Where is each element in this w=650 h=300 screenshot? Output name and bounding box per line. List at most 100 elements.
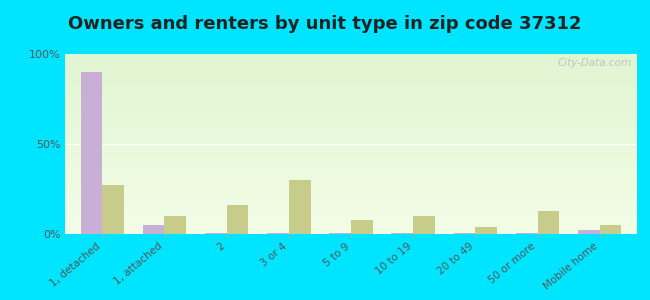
Bar (65, 201, 637, 202)
Bar (65, 127, 637, 128)
Bar (65, 160, 637, 161)
Bar (65, 164, 637, 165)
Bar (65, 136, 637, 137)
Bar (65, 204, 637, 205)
Bar (65, 71, 637, 72)
Bar (65, 198, 637, 199)
Bar (65, 154, 637, 155)
Bar (65, 193, 637, 194)
Bar (65, 213, 637, 214)
Bar (65, 221, 637, 222)
Bar (65, 139, 637, 140)
Bar (538, 211, 559, 234)
Bar (65, 114, 637, 115)
Bar (391, 233, 413, 234)
Bar (65, 144, 637, 145)
Bar (65, 226, 637, 227)
Bar (65, 225, 637, 226)
Bar (65, 119, 637, 120)
Bar (65, 78, 637, 79)
Bar (65, 145, 637, 146)
Bar (65, 112, 637, 113)
Bar (65, 190, 637, 191)
Bar (65, 143, 637, 144)
Bar (65, 130, 637, 131)
Bar (65, 169, 637, 170)
Bar (65, 200, 637, 201)
Bar (65, 195, 637, 196)
Bar (65, 131, 637, 132)
Bar (65, 202, 637, 203)
Bar (164, 216, 187, 234)
Bar (475, 227, 497, 234)
Bar (65, 186, 637, 187)
Bar (65, 134, 637, 135)
Bar (65, 81, 637, 82)
Bar (65, 65, 637, 66)
Bar (102, 185, 124, 234)
Bar (65, 185, 637, 186)
Bar (65, 178, 637, 179)
Bar (65, 199, 637, 200)
Bar (65, 115, 637, 116)
Bar (65, 68, 637, 69)
Bar (65, 210, 637, 211)
Bar (65, 98, 637, 99)
Bar (65, 132, 637, 133)
Bar (65, 62, 637, 63)
Bar (65, 108, 637, 109)
Bar (65, 90, 637, 91)
Text: Owners and renters by unit type in zip code 37312: Owners and renters by unit type in zip c… (68, 15, 582, 33)
Bar (65, 179, 637, 180)
Bar (65, 208, 637, 209)
Bar (65, 227, 637, 228)
Bar (65, 153, 637, 154)
Bar (65, 87, 637, 88)
Bar (65, 150, 637, 151)
Bar (65, 91, 637, 92)
Bar (143, 225, 164, 234)
Bar (454, 233, 475, 234)
Bar (65, 135, 637, 136)
Bar (81, 72, 102, 234)
Bar (65, 100, 637, 101)
Bar (65, 206, 637, 207)
Bar (65, 116, 637, 117)
Bar (65, 72, 637, 73)
Bar (65, 122, 637, 123)
Bar (65, 228, 637, 229)
Bar (65, 66, 637, 67)
Bar (65, 183, 637, 184)
Bar (65, 92, 637, 93)
Bar (65, 166, 637, 167)
Bar (65, 211, 637, 212)
Bar (65, 170, 637, 171)
Bar (65, 223, 637, 224)
Bar (65, 202, 637, 203)
Bar (65, 146, 637, 147)
Bar (65, 212, 637, 213)
Bar (65, 125, 637, 126)
Bar (65, 142, 637, 143)
Bar (65, 120, 637, 121)
Bar (65, 76, 637, 77)
Bar (65, 231, 637, 232)
Bar (65, 224, 637, 225)
Bar (65, 175, 637, 176)
Bar (65, 167, 637, 168)
Bar (65, 96, 637, 97)
Bar (267, 232, 289, 234)
Bar (65, 168, 637, 169)
Bar (65, 222, 637, 223)
Bar (65, 84, 637, 85)
Bar (65, 54, 637, 55)
Bar (65, 161, 637, 162)
Bar (65, 67, 637, 68)
Bar (65, 88, 637, 89)
Bar (65, 113, 637, 114)
Bar (65, 141, 637, 142)
Bar (65, 173, 637, 174)
Bar (65, 229, 637, 230)
Bar (65, 220, 637, 221)
Bar (65, 196, 637, 197)
